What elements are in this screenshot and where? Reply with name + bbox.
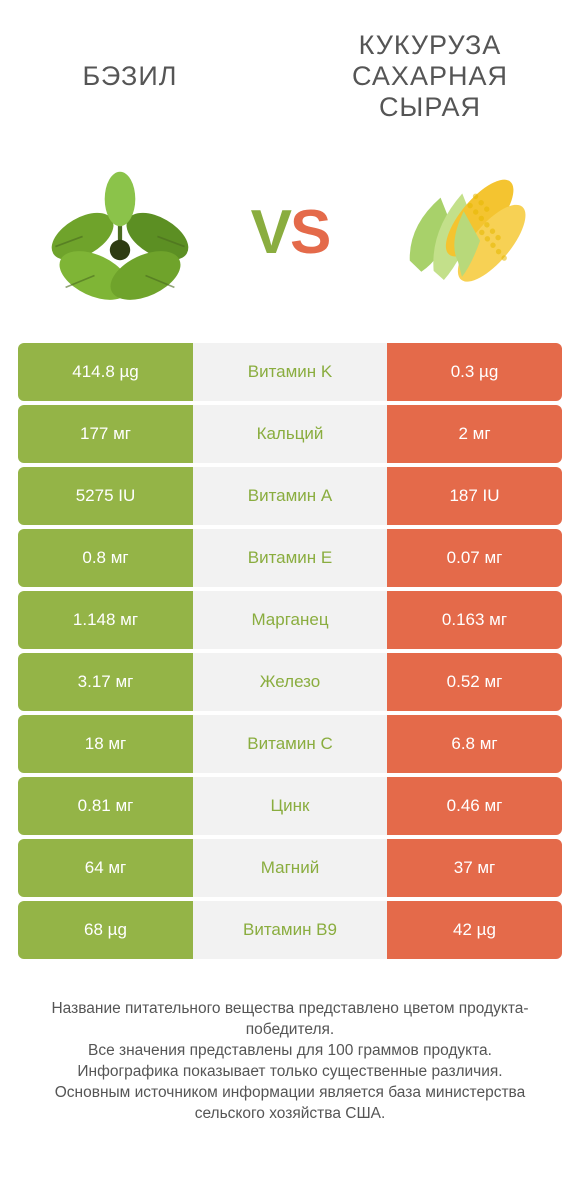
table-row: 18 мгВитамин C6.8 мг	[18, 715, 562, 773]
cell-left-value: 0.81 мг	[18, 777, 193, 835]
cell-left-value: 1.148 мг	[18, 591, 193, 649]
cell-left-value: 177 мг	[18, 405, 193, 463]
vs-label: VS	[251, 202, 330, 264]
cell-right-value: 0.163 мг	[387, 591, 562, 649]
right-product-title: КУКУРУЗА САХАРНАЯ СЫРАЯ	[310, 30, 550, 123]
table-row: 68 µgВитамин B942 µg	[18, 901, 562, 959]
table-row: 0.8 мгВитамин E0.07 мг	[18, 529, 562, 587]
cell-right-value: 0.3 µg	[387, 343, 562, 401]
table-row: 0.81 мгЦинк0.46 мг	[18, 777, 562, 835]
cell-nutrient-name: Марганец	[193, 591, 387, 649]
cell-nutrient-name: Витамин E	[193, 529, 387, 587]
cell-left-value: 0.8 мг	[18, 529, 193, 587]
cell-right-value: 187 IU	[387, 467, 562, 525]
cell-left-value: 64 мг	[18, 839, 193, 897]
image-row: VS	[0, 123, 580, 343]
cell-left-value: 414.8 µg	[18, 343, 193, 401]
left-product-title: БЭЗИЛ	[30, 61, 230, 92]
cell-right-value: 42 µg	[387, 901, 562, 959]
table-row: 1.148 мгМарганец0.163 мг	[18, 591, 562, 649]
cell-right-value: 0.46 мг	[387, 777, 562, 835]
table-row: 3.17 мгЖелезо0.52 мг	[18, 653, 562, 711]
corn-image	[370, 143, 550, 323]
cell-nutrient-name: Витамин B9	[193, 901, 387, 959]
cell-nutrient-name: Железо	[193, 653, 387, 711]
cell-nutrient-name: Цинк	[193, 777, 387, 835]
cell-left-value: 68 µg	[18, 901, 193, 959]
table-row: 414.8 µgВитамин K0.3 µg	[18, 343, 562, 401]
cell-nutrient-name: Витамин C	[193, 715, 387, 773]
cell-nutrient-name: Кальций	[193, 405, 387, 463]
vs-v: V	[251, 198, 290, 267]
footer-notes: Название питательного вещества представл…	[0, 959, 580, 1125]
basil-icon	[35, 148, 205, 318]
cell-right-value: 2 мг	[387, 405, 562, 463]
corn-icon	[375, 148, 545, 318]
cell-right-value: 6.8 мг	[387, 715, 562, 773]
footer-line: Основным источником информации является …	[30, 1083, 550, 1125]
vs-s: S	[290, 198, 329, 267]
comparison-table: 414.8 µgВитамин K0.3 µg177 мгКальций2 мг…	[0, 343, 580, 959]
cell-nutrient-name: Витамин K	[193, 343, 387, 401]
table-row: 177 мгКальций2 мг	[18, 405, 562, 463]
footer-line: Все значения представлены для 100 граммо…	[30, 1041, 550, 1062]
cell-nutrient-name: Магний	[193, 839, 387, 897]
cell-left-value: 5275 IU	[18, 467, 193, 525]
cell-right-value: 0.07 мг	[387, 529, 562, 587]
footer-line: Название питательного вещества представл…	[30, 999, 550, 1041]
footer-line: Инфографика показывает только существенн…	[30, 1062, 550, 1083]
cell-right-value: 37 мг	[387, 839, 562, 897]
table-row: 5275 IUВитамин A187 IU	[18, 467, 562, 525]
cell-left-value: 3.17 мг	[18, 653, 193, 711]
header: БЭЗИЛ КУКУРУЗА САХАРНАЯ СЫРАЯ	[0, 0, 580, 123]
cell-nutrient-name: Витамин A	[193, 467, 387, 525]
cell-right-value: 0.52 мг	[387, 653, 562, 711]
basil-image	[30, 143, 210, 323]
cell-left-value: 18 мг	[18, 715, 193, 773]
table-row: 64 мгМагний37 мг	[18, 839, 562, 897]
